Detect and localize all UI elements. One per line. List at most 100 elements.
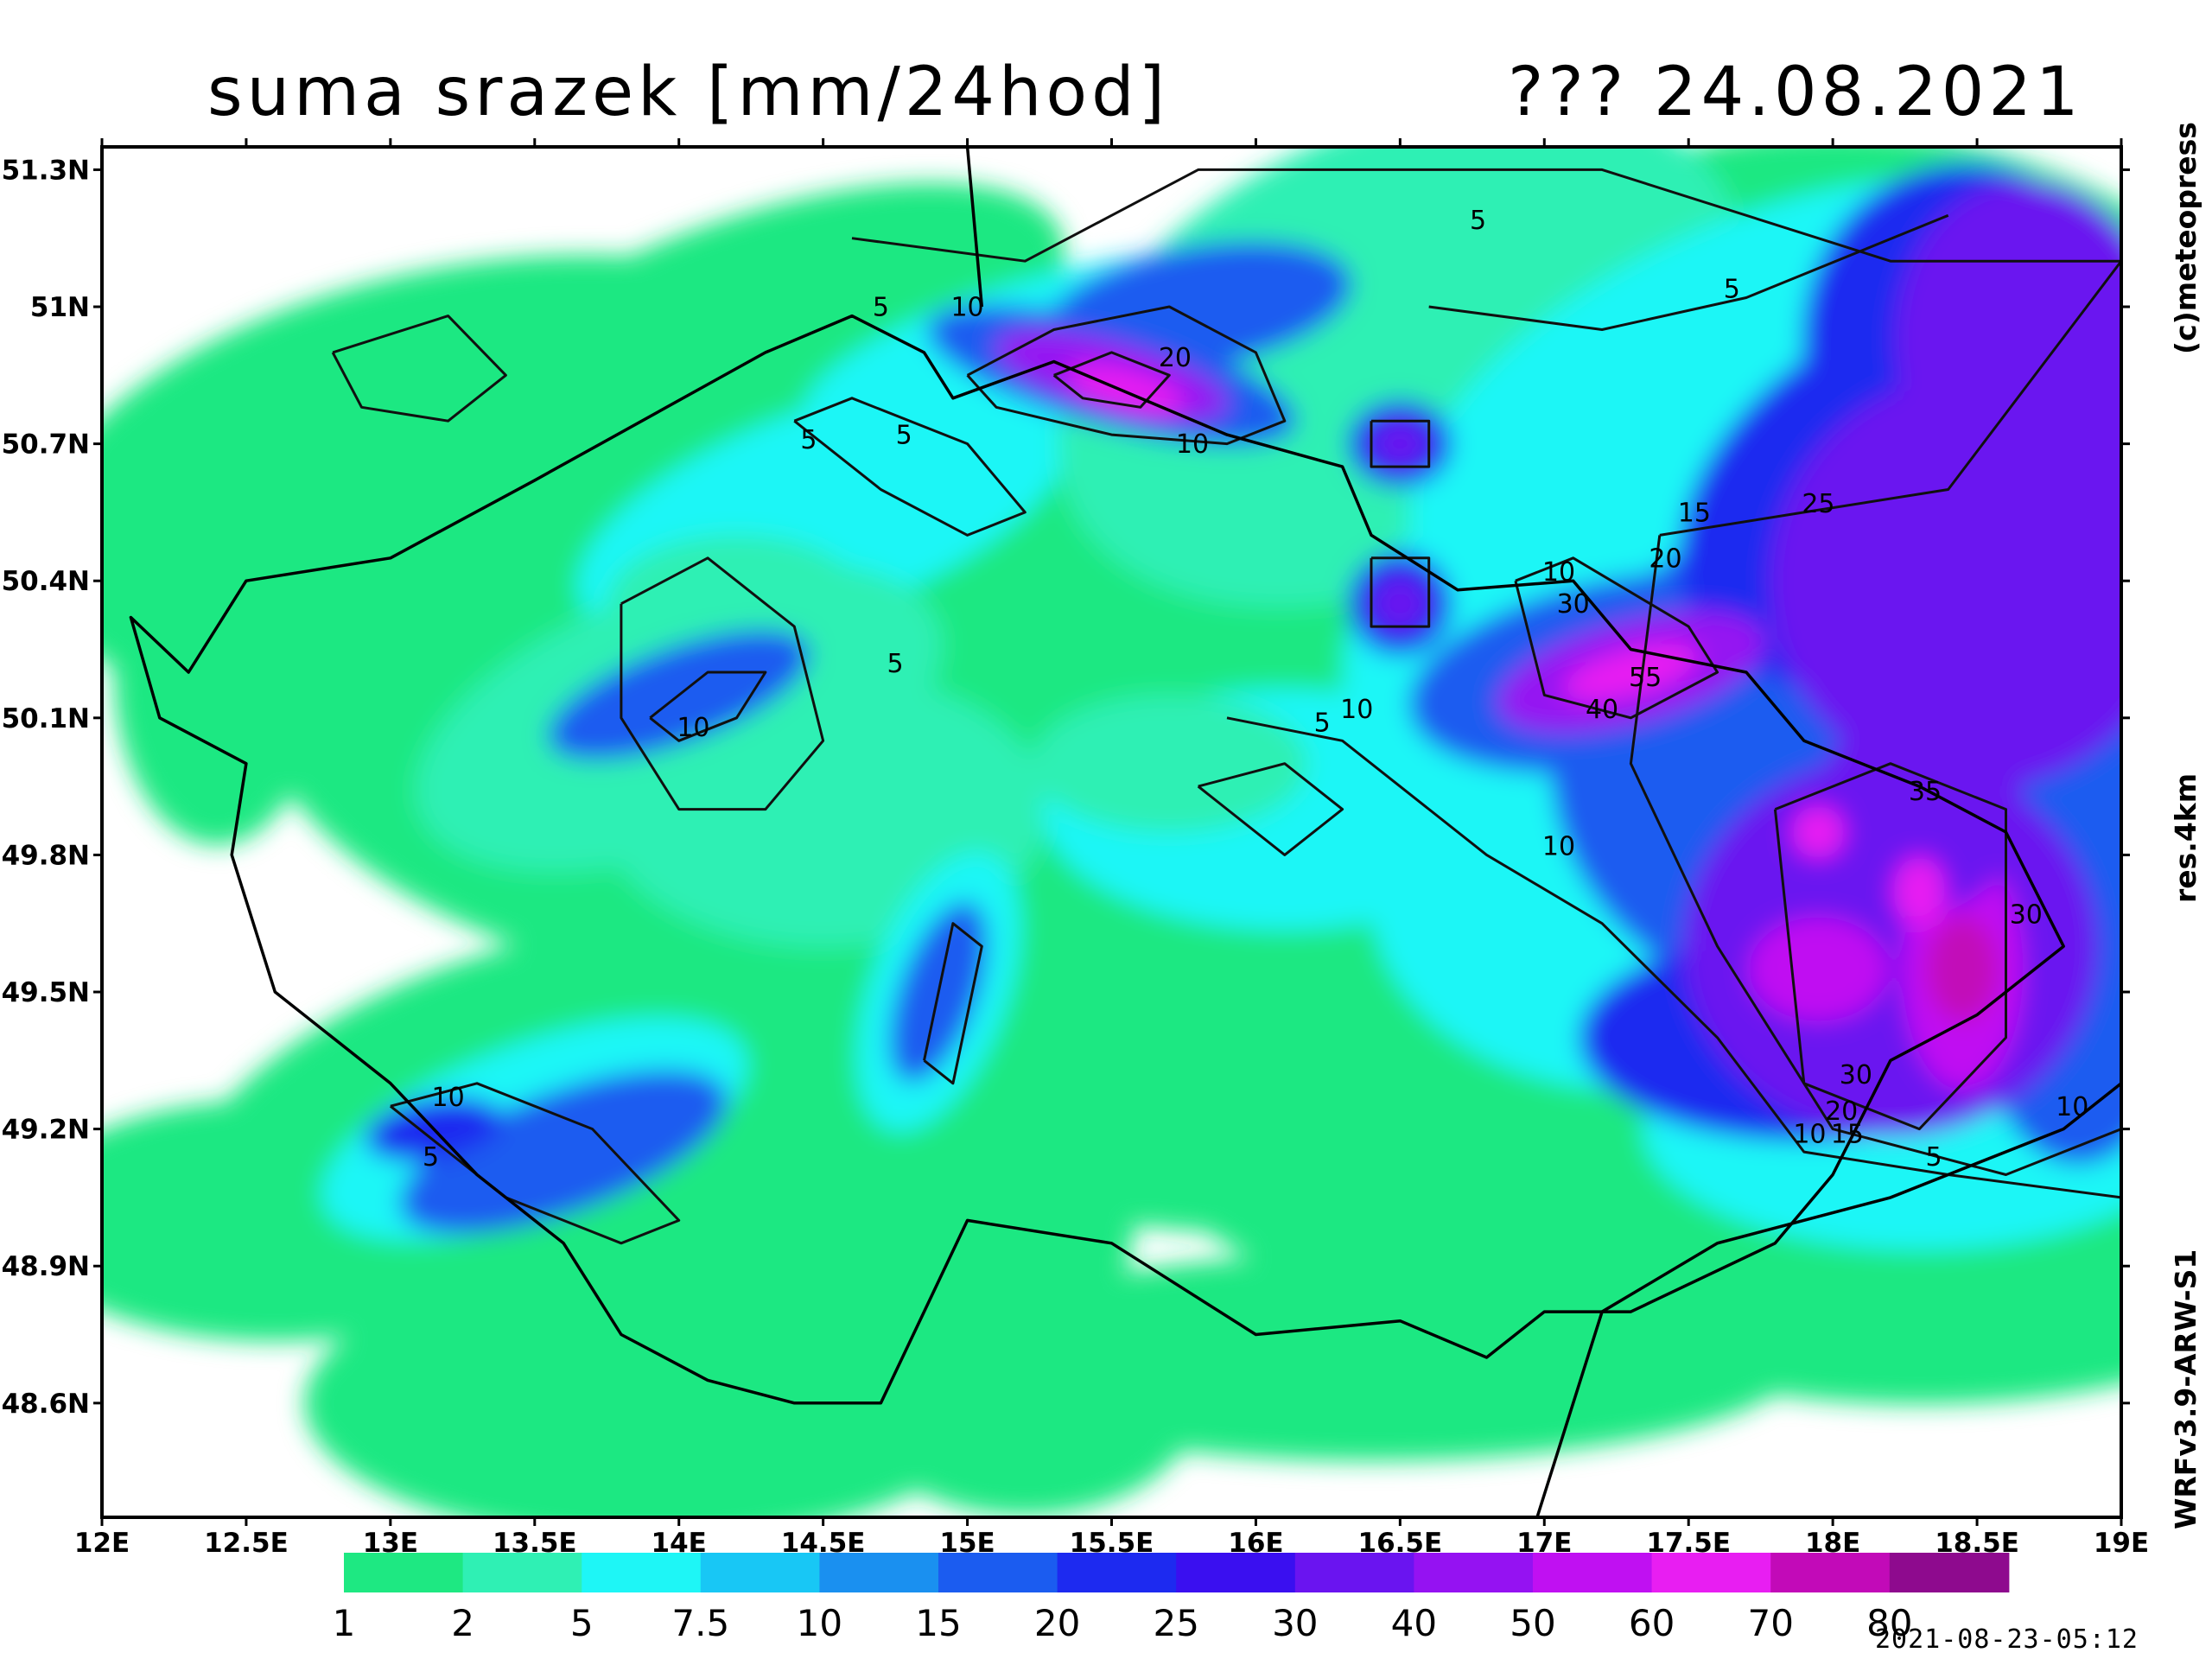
contour-value-label: 10 (1340, 695, 1373, 725)
legend-swatch (1294, 1553, 1415, 1592)
lon-tick-label: 19E (2094, 1528, 2149, 1559)
model-label: WRFv3.9-ARW-S1 (2169, 1249, 2202, 1529)
legend-swatch (1533, 1553, 1653, 1592)
legend-label: 40 (1391, 1602, 1437, 1644)
precip-area (1792, 806, 1845, 858)
contour-value-label: 30 (1557, 589, 1590, 620)
precip-area (1563, 644, 1699, 701)
lat-tick-label: 49.8N (2, 840, 90, 871)
lat-tick-label: 51.3N (2, 155, 90, 186)
country-border (129, 314, 2065, 1405)
contour-value-label: 10 (950, 293, 983, 323)
contour-value-label: 5 (1314, 709, 1331, 739)
legend-swatch (1770, 1553, 1891, 1592)
contour-value-label: 20 (1649, 543, 1681, 574)
country-border (1535, 1082, 2121, 1517)
legend-swatch (819, 1553, 939, 1592)
precip-area (409, 182, 1065, 523)
legend-label: 15 (915, 1602, 961, 1644)
contour-value-label: 20 (1159, 343, 1192, 373)
contour-value-label: 25 (1802, 489, 1834, 519)
contour-line (966, 305, 1287, 446)
legend: 1 2 5 7.5 10 15 20 25 30 40 50 60 70 80 (333, 1553, 2010, 1644)
precip-area (113, 499, 321, 845)
legend-label: 60 (1629, 1602, 1675, 1644)
legend-swatch (462, 1553, 583, 1592)
contour-line (1514, 556, 1719, 720)
contour-value-label: 5 (423, 1142, 439, 1173)
legend-swatch (582, 1553, 702, 1592)
country-border (965, 147, 984, 308)
contour-line (851, 168, 2121, 263)
contour-line (793, 397, 1027, 537)
contour-value-label: 30 (2010, 900, 2043, 931)
contour-value-label: 5 (1470, 206, 1486, 236)
contour-value-label: 10 (677, 713, 709, 743)
legend-label: 70 (1747, 1602, 1793, 1644)
legend-label: 10 (797, 1602, 842, 1644)
precip-area (1067, 365, 1185, 414)
contour-line (1629, 259, 2121, 1176)
precip-area (1031, 694, 1308, 833)
contour-value-label: 5 (896, 421, 912, 451)
precip-area (1749, 917, 1888, 1021)
precip-area (1895, 180, 2121, 524)
contour-value-label: 10 (2056, 1092, 2088, 1122)
legend-swatch (1414, 1553, 1534, 1592)
legend-label: 2 (451, 1602, 474, 1644)
contour-value-label: 40 (1586, 695, 1618, 725)
contour-line (923, 922, 983, 1085)
precip-area (399, 1070, 728, 1234)
contour-line (1773, 762, 2007, 1131)
legend-label: 50 (1510, 1602, 1555, 1644)
legend-label: 5 (570, 1602, 594, 1644)
legend-label: 25 (1153, 1602, 1198, 1644)
lat-tick-label: 48.9N (2, 1251, 90, 1282)
contour-value-label: 55 (1629, 663, 1662, 693)
contour-value-label: 10 (1542, 557, 1575, 588)
legend-swatch (1651, 1553, 1772, 1592)
timestamp: 2021-08-23-05:12 (1875, 1624, 2139, 1655)
legend-swatch (938, 1553, 1058, 1592)
lat-tick-label: 49.5N (2, 977, 90, 1008)
contour-value-label: 15 (1831, 1119, 1864, 1149)
lat-tick-label: 51N (30, 292, 90, 323)
contour-line (1226, 716, 2121, 1199)
precip-area (852, 1290, 1198, 1516)
legend-label: 1 (333, 1602, 356, 1644)
precip-area (1374, 422, 1427, 466)
contour-value-label: 10 (432, 1083, 465, 1113)
contour-value-label: 20 (1825, 1096, 1858, 1127)
contour-value-label: 15 (1678, 499, 1711, 529)
contour-value-label: 5 (1724, 274, 1740, 304)
forecast-date: ??? 24.08.2021 (1508, 54, 2083, 131)
precip-area (1893, 856, 1946, 926)
contour-value-label: 10 (1793, 1119, 1826, 1149)
legend-label: 80 (1866, 1602, 1912, 1644)
contour-value-label: 5 (800, 425, 817, 455)
precip-area (1374, 577, 1427, 630)
contour-value-label: 10 (1176, 429, 1209, 460)
lat-tick-label: 48.6N (2, 1389, 90, 1420)
precip-area (607, 534, 867, 673)
contour-value-label: 5 (1925, 1142, 1942, 1173)
legend-label: 20 (1034, 1602, 1080, 1644)
contour-value-label: 35 (1909, 777, 1942, 807)
copyright-label: (c)meteopress (2169, 122, 2202, 354)
lat-tick-label: 50.1N (2, 703, 90, 734)
lat-tick-label: 50.7N (2, 429, 90, 461)
contour-value-label: 5 (887, 649, 904, 679)
lat-tick-label: 50.4N (2, 566, 90, 597)
lat-tick-label: 49.2N (2, 1115, 90, 1146)
contour-value-label: 5 (873, 293, 889, 323)
legend-swatch (1057, 1553, 1178, 1592)
precip-area (1815, 705, 2024, 913)
legend-swatch (344, 1553, 464, 1592)
map-title: suma srazek [mm/24hod] (207, 54, 1170, 131)
contour-line (1370, 419, 1431, 468)
precip-area (1044, 241, 1352, 372)
precip-area (1928, 917, 1998, 1021)
